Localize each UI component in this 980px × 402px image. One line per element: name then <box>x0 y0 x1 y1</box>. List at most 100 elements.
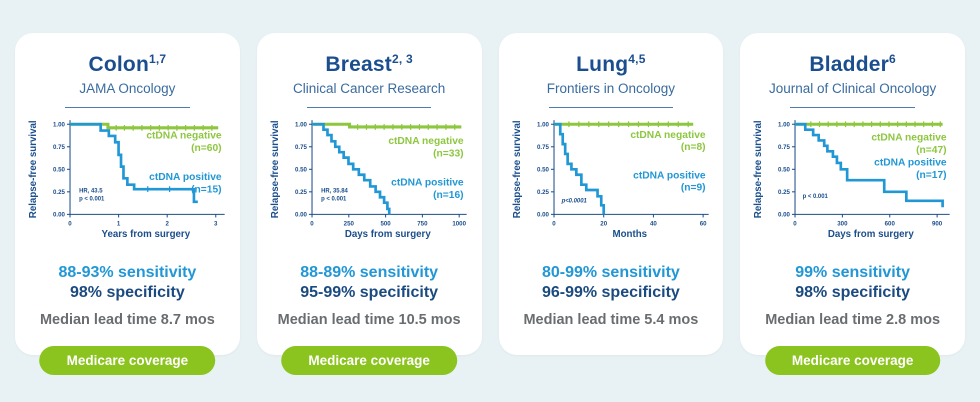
y-tick-label: 0.75 <box>53 144 66 151</box>
lead-time-stat: Median lead time 2.8 mos <box>765 312 941 329</box>
title-superscript: 4,5 <box>628 52 646 66</box>
series-label: ctDNA negative <box>388 136 464 147</box>
series-n-label: (n=9) <box>680 183 705 194</box>
x-axis-label: Days from surgery <box>345 229 431 240</box>
series-n-label: (n=15) <box>191 184 221 195</box>
series-label: ctDNA positive <box>391 178 464 189</box>
lead-time-stat: Median lead time 10.5 mos <box>277 312 461 329</box>
sensitivity-stat: 88-89% sensitivity <box>300 264 439 282</box>
sensitivity-stat: 80-99% sensitivity <box>541 264 680 282</box>
specificity-stat: 95-99% specificity <box>300 284 439 302</box>
y-axis-label: Relapse-free survival <box>28 120 39 218</box>
medicare-coverage-button[interactable]: Medicare coverage <box>764 346 941 375</box>
stat-annotation: HR, 43.5 <box>79 189 103 195</box>
y-tick-label: 0.50 <box>778 167 791 174</box>
series-n-label: (n=47) <box>916 145 946 156</box>
series-line-ctDNA-positive <box>795 122 945 208</box>
specificity-stat: 98% specificity <box>795 284 910 302</box>
y-tick-label: 0.00 <box>536 212 549 219</box>
series-n-label: (n=16) <box>433 190 463 201</box>
x-axis-label: Years from surgery <box>102 229 191 240</box>
x-axis-label: Days from surgery <box>828 229 914 240</box>
page-title: Bladder6 <box>752 46 953 78</box>
card-title-text: Bladder <box>809 53 889 76</box>
y-tick-label: 1.00 <box>53 121 66 128</box>
y-tick-label: 0.50 <box>53 167 66 174</box>
series-n-label: (n=60) <box>191 143 221 154</box>
y-tick-label: 0.50 <box>295 167 308 174</box>
km-chart: 1.00 0.75 0.50 0.25 0.000 20 40 60 Months Relapse… <box>512 120 709 240</box>
x-tick-label: 2 <box>165 221 169 228</box>
y-tick-label: 0.75 <box>295 144 308 151</box>
y-tick-label: 0.00 <box>778 212 791 219</box>
y-axis-label: Relapse-free survival <box>512 120 523 218</box>
x-axis-label: Months <box>612 229 647 240</box>
x-tick-label: 3 <box>214 221 218 228</box>
km-chart: 1.00 0.75 0.50 0.25 0.000 1 2 3 Years from surge… <box>28 120 225 240</box>
series-label: ctDNA negative <box>872 132 948 143</box>
title-superscript: 6 <box>888 52 896 66</box>
x-tick-label: 0 <box>794 221 798 228</box>
card-lung: Lung4,5 Frontiers in Oncology 1.00 0.75 0.… <box>498 33 724 355</box>
stat-annotation: p < 0.001 <box>79 196 105 202</box>
specificity-stat: 98% specificity <box>70 284 185 302</box>
series-label: ctDNA negative <box>146 131 222 142</box>
series-n-label: (n=33) <box>433 148 463 159</box>
y-tick-label: 1.00 <box>295 121 308 128</box>
x-tick-label: 300 <box>838 221 849 228</box>
journal-name: Frontiers in Oncology <box>546 81 676 96</box>
y-tick-label: 0.25 <box>295 189 308 196</box>
sensitivity-stat: 99% sensitivity <box>795 264 910 282</box>
x-tick-label: 1 <box>117 221 121 228</box>
divider <box>306 107 432 108</box>
page-title: Breast2, 3 <box>269 46 470 78</box>
journal-name: JAMA Oncology <box>79 81 176 96</box>
medicare-coverage-button[interactable]: Medicare coverage <box>281 346 457 375</box>
journal-name: Journal of Clinical Oncology <box>768 81 937 96</box>
card-breast: Breast2, 3 Clinical Cancer Research 1.00… <box>256 33 482 375</box>
lead-time-stat: Median lead time 8.7 mos <box>39 312 215 329</box>
y-tick-label: 1.00 <box>778 121 791 128</box>
divider <box>790 107 915 108</box>
series-n-label: (n=17) <box>916 170 946 181</box>
x-tick-label: 60 <box>699 221 706 228</box>
divider <box>65 107 190 108</box>
y-tick-label: 0.50 <box>536 167 549 174</box>
page-title: Lung4,5 <box>511 46 712 78</box>
series-label: ctDNA negative <box>630 130 706 141</box>
card-title-text: Lung <box>576 53 629 76</box>
series-label: ctDNA positive <box>874 158 947 169</box>
title-superscript: 1,7 <box>148 52 167 66</box>
card-colon: Colon1,7 JAMA Oncology 1.00 0.75 0.50 0.25 0… <box>15 33 240 375</box>
series-n-label: (n=8) <box>680 142 705 153</box>
title-superscript: 2, 3 <box>392 52 413 66</box>
lead-time-stat: Median lead time 5.4 mos <box>523 312 699 329</box>
y-axis-label: Relapse-free survival <box>270 120 281 218</box>
km-chart: 1.00 0.75 0.50 0.25 0.000 300 600 900 Days from … <box>753 120 950 240</box>
y-tick-label: 0.00 <box>53 212 66 219</box>
card-bladder: Bladder6 Journal of Clinical Oncology 1.… <box>740 33 965 375</box>
stat-annotation: p<0.0001 <box>560 199 586 205</box>
divider <box>548 107 674 108</box>
x-tick-label: 0 <box>310 221 314 228</box>
y-tick-label: 0.25 <box>778 189 791 196</box>
x-tick-label: 20 <box>600 221 607 228</box>
x-tick-label: 0 <box>68 221 72 228</box>
page-title: Colon1,7 <box>27 46 228 78</box>
x-tick-label: 600 <box>885 221 896 228</box>
sensitivity-stat: 88-93% sensitivity <box>58 264 197 282</box>
x-tick-label: 40 <box>650 221 657 228</box>
y-tick-label: 0.75 <box>778 144 791 151</box>
medicare-coverage-button[interactable]: Medicare coverage <box>39 346 216 375</box>
x-tick-label: 750 <box>417 221 428 228</box>
series-label: ctDNA positive <box>149 172 222 183</box>
series-line-ctDNA-positive <box>553 122 605 215</box>
x-tick-label: 500 <box>380 221 391 228</box>
card-title-text: Colon <box>88 53 149 76</box>
series-line-ctDNA-positive <box>311 122 391 215</box>
x-tick-label: 1000 <box>452 221 466 228</box>
stat-annotation: p < 0.001 <box>803 194 829 200</box>
y-tick-label: 1.00 <box>536 121 549 128</box>
x-tick-label: 0 <box>552 221 556 228</box>
